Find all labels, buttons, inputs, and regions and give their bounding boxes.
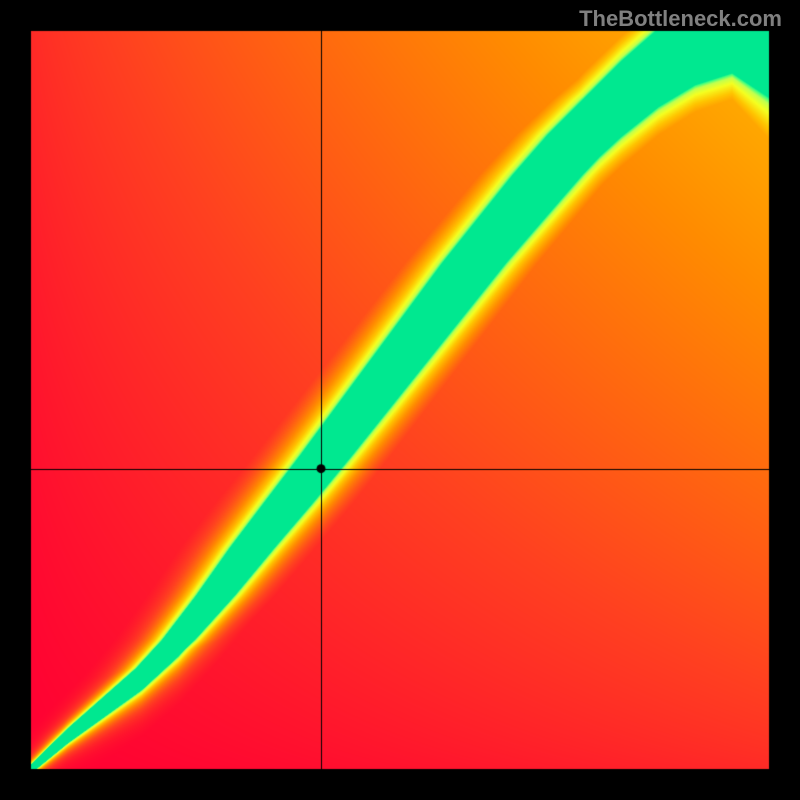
chart-container: TheBottleneck.com <box>0 0 800 800</box>
heatmap-canvas <box>0 0 800 800</box>
watermark-text: TheBottleneck.com <box>579 6 782 32</box>
